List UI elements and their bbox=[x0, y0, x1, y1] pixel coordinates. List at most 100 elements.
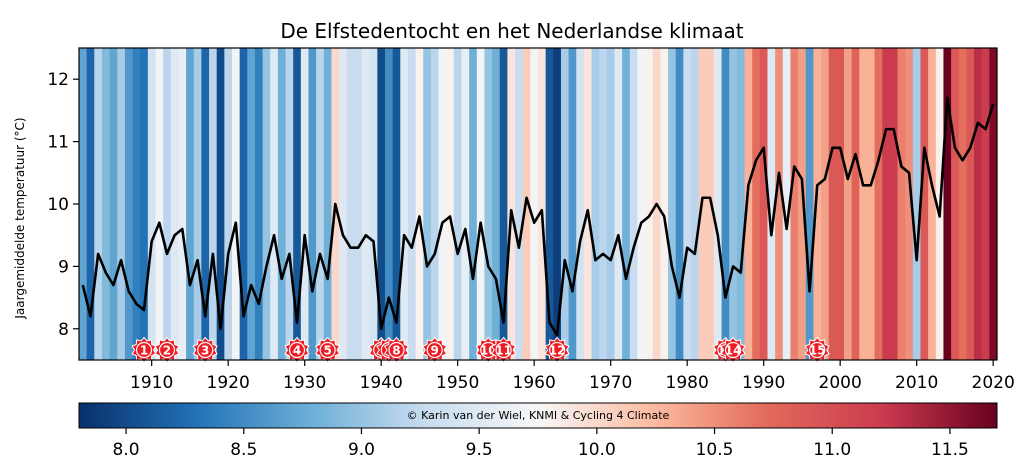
colorbar: © Karin van der Wiel, KNMI & Cycling 4 C… bbox=[78, 402, 998, 460]
elfstedentocht-markers: 1234589101112131415 bbox=[131, 336, 830, 364]
stripe-1952 bbox=[469, 48, 478, 360]
stripe-1921 bbox=[232, 48, 241, 360]
x-tick-label: 2000 bbox=[819, 373, 862, 393]
colorbar-gradient bbox=[78, 402, 998, 429]
marker-label: 3 bbox=[201, 344, 209, 358]
stripe-1916 bbox=[193, 48, 202, 360]
colorbar-tick-label: 8.5 bbox=[230, 440, 257, 460]
stripe-1951 bbox=[461, 48, 470, 360]
stripe-2015 bbox=[951, 48, 960, 360]
x-tick-label: 1910 bbox=[130, 373, 173, 393]
stripe-1963 bbox=[553, 48, 562, 360]
stripe-2011 bbox=[920, 48, 929, 360]
stripe-1926 bbox=[270, 48, 279, 360]
stripe-1969 bbox=[599, 48, 608, 360]
stripe-1998 bbox=[821, 48, 830, 360]
stripe-1988 bbox=[744, 48, 753, 360]
stripe-1948 bbox=[438, 48, 447, 360]
stripe-1953 bbox=[476, 48, 485, 360]
stripe-1927 bbox=[277, 48, 286, 360]
stripe-1956 bbox=[499, 48, 508, 360]
x-tick-label: 1970 bbox=[589, 373, 632, 393]
stripe-1992 bbox=[775, 48, 784, 360]
y-tick-label: 11 bbox=[47, 133, 69, 153]
stripe-1912 bbox=[163, 48, 172, 360]
y-tick-label: 8 bbox=[58, 320, 69, 340]
x-tick-label: 1990 bbox=[742, 373, 785, 393]
stripe-1918 bbox=[209, 48, 218, 360]
marker-badge bbox=[426, 341, 443, 359]
stripe-2004 bbox=[866, 48, 875, 360]
marker-badge bbox=[809, 341, 826, 359]
stripe-1967 bbox=[583, 48, 592, 360]
stripe-1996 bbox=[805, 48, 814, 360]
stripe-1914 bbox=[178, 48, 187, 360]
y-axis-label: Jaargemiddelde temperatuur (°C) bbox=[13, 117, 27, 319]
stripe-1938 bbox=[362, 48, 371, 360]
y-axis: 8 9 10 11 12 bbox=[47, 70, 79, 340]
marker-label: 9 bbox=[431, 344, 439, 358]
stripe-1987 bbox=[736, 48, 745, 360]
marker-badge bbox=[158, 341, 176, 359]
stripe-1933 bbox=[323, 48, 332, 360]
chart-title: De Elfstedentocht en het Nederlandse kli… bbox=[280, 19, 743, 43]
stripe-1970 bbox=[606, 48, 615, 360]
stripe-1960 bbox=[530, 48, 539, 360]
stripe-1920 bbox=[224, 48, 233, 360]
stripe-1904 bbox=[101, 48, 110, 360]
marker-label: 5 bbox=[323, 344, 331, 358]
stripe-1909 bbox=[140, 48, 149, 360]
stripe-2006 bbox=[882, 48, 891, 360]
stripe-1901 bbox=[79, 48, 88, 360]
stripe-1979 bbox=[675, 48, 684, 360]
stripe-1990 bbox=[759, 48, 768, 360]
y-tick-label: 10 bbox=[47, 195, 69, 215]
stripe-2017 bbox=[966, 48, 975, 360]
stripe-1931 bbox=[308, 48, 317, 360]
stripe-1964 bbox=[560, 48, 569, 360]
stripe-1961 bbox=[538, 48, 547, 360]
stripe-2009 bbox=[905, 48, 914, 360]
stripe-1999 bbox=[828, 48, 837, 360]
stripe-1957 bbox=[507, 48, 516, 360]
colorbar-tick-label: 10.5 bbox=[696, 440, 734, 460]
stripe-1984 bbox=[713, 48, 722, 360]
marker-badge bbox=[724, 341, 742, 359]
stripe-1906 bbox=[117, 48, 126, 360]
colorbar-tick-label: 11.5 bbox=[931, 440, 969, 460]
stripe-2000 bbox=[836, 48, 845, 360]
marker-label: 12 bbox=[549, 344, 566, 358]
stripe-1974 bbox=[637, 48, 646, 360]
marker-badge bbox=[495, 341, 512, 359]
stripe-1941 bbox=[385, 48, 394, 360]
colorbar-tick-label: 9.5 bbox=[466, 440, 493, 460]
stripe-1915 bbox=[186, 48, 195, 360]
stripe-1975 bbox=[645, 48, 654, 360]
stripe-1937 bbox=[354, 48, 363, 360]
stripe-1986 bbox=[729, 48, 738, 360]
marker-label: 8 bbox=[392, 344, 400, 358]
stripe-1919 bbox=[216, 48, 225, 360]
stripe-2005 bbox=[874, 48, 883, 360]
stripe-1993 bbox=[782, 48, 791, 360]
colorbar-ticks: 8.0 8.5 9.0 9.5 10.0 10.5 11.0 11.5 bbox=[113, 428, 969, 460]
stripe-2020 bbox=[989, 48, 998, 360]
stripe-2003 bbox=[859, 48, 868, 360]
x-tick-label: 1930 bbox=[283, 373, 326, 393]
stripe-2001 bbox=[844, 48, 853, 360]
stripe-1972 bbox=[622, 48, 631, 360]
marker-badge bbox=[388, 341, 405, 359]
stripe-1944 bbox=[407, 48, 416, 360]
colorbar-tick-label: 11.0 bbox=[813, 440, 851, 460]
marker-badge bbox=[288, 341, 306, 359]
stripe-1965 bbox=[568, 48, 577, 360]
stripe-1923 bbox=[247, 48, 256, 360]
marker-label: 15 bbox=[809, 344, 826, 358]
x-tick-label: 2020 bbox=[972, 373, 1015, 393]
stripe-1922 bbox=[239, 48, 248, 360]
stripe-1929 bbox=[293, 48, 302, 360]
marker-badge bbox=[319, 341, 336, 359]
x-axis: 1910 1920 1930 1940 1950 1960 1970 1980 1990 2000… bbox=[130, 360, 1015, 393]
